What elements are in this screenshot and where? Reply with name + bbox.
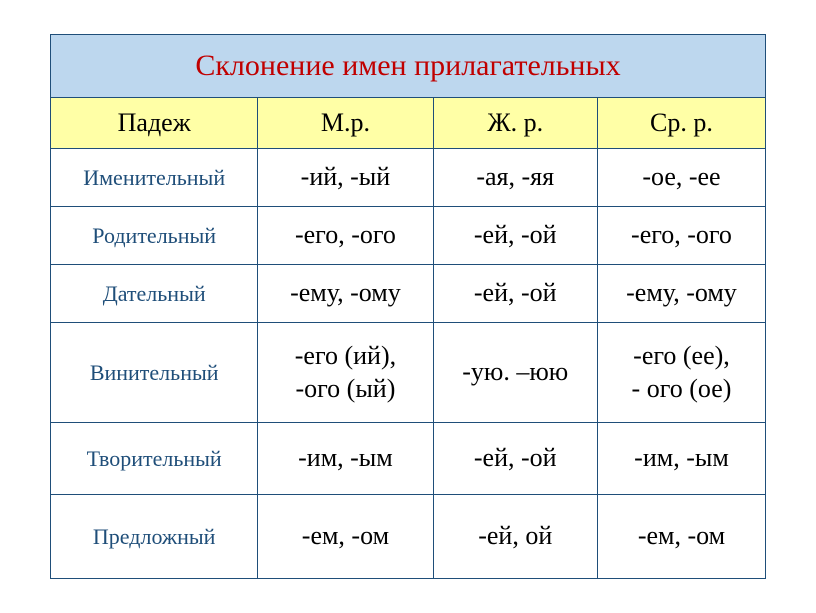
declension-table: Склонение имен прилагательныхПадежМ.р.Ж.… <box>50 34 766 579</box>
fem-ending: -ей, ой <box>433 495 597 579</box>
table-row: Именительный-ий, -ый-ая, -яя-ое, -ее <box>51 149 766 207</box>
fem-ending: -ей, -ой <box>433 423 597 495</box>
header-fem: Ж. р. <box>433 98 597 149</box>
header-case: Падеж <box>51 98 258 149</box>
neut-ending: -ое, -ее <box>597 149 765 207</box>
table-row: Творительный-им, -ым-ей, -ой-им, -ым <box>51 423 766 495</box>
fem-ending: -ей, -ой <box>433 207 597 265</box>
neut-ending: -ем, -ом <box>597 495 765 579</box>
masc-ending: -ему, -ому <box>258 265 433 323</box>
case-name: Предложный <box>51 495 258 579</box>
fem-ending: -ей, -ой <box>433 265 597 323</box>
masc-ending: -его (ий),-ого (ый) <box>258 323 433 423</box>
case-name: Винительный <box>51 323 258 423</box>
table-row: Винительный-его (ий),-ого (ый)-ую. –юю-е… <box>51 323 766 423</box>
fem-ending: -ая, -яя <box>433 149 597 207</box>
masc-ending: -его, -ого <box>258 207 433 265</box>
title-row: Склонение имен прилагательных <box>51 35 766 98</box>
header-masc: М.р. <box>258 98 433 149</box>
masc-ending: -ий, -ый <box>258 149 433 207</box>
case-name: Именительный <box>51 149 258 207</box>
masc-ending: -ем, -ом <box>258 495 433 579</box>
masc-ending: -им, -ым <box>258 423 433 495</box>
table-row: Родительный-его, -ого-ей, -ой-его, -ого <box>51 207 766 265</box>
neut-ending: -его, -ого <box>597 207 765 265</box>
header-row: ПадежМ.р.Ж. р.Ср. р. <box>51 98 766 149</box>
declension-table-container: Склонение имен прилагательныхПадежМ.р.Ж.… <box>50 34 766 579</box>
fem-ending: -ую. –юю <box>433 323 597 423</box>
case-name: Родительный <box>51 207 258 265</box>
neut-ending: -им, -ым <box>597 423 765 495</box>
header-neut: Ср. р. <box>597 98 765 149</box>
table-row: Дательный-ему, -ому-ей, -ой-ему, -ому <box>51 265 766 323</box>
neut-ending: -ему, -ому <box>597 265 765 323</box>
case-name: Дательный <box>51 265 258 323</box>
table-title: Склонение имен прилагательных <box>51 35 766 98</box>
neut-ending: -его (ее),- ого (ое) <box>597 323 765 423</box>
case-name: Творительный <box>51 423 258 495</box>
table-row: Предложный-ем, -ом-ей, ой-ем, -ом <box>51 495 766 579</box>
